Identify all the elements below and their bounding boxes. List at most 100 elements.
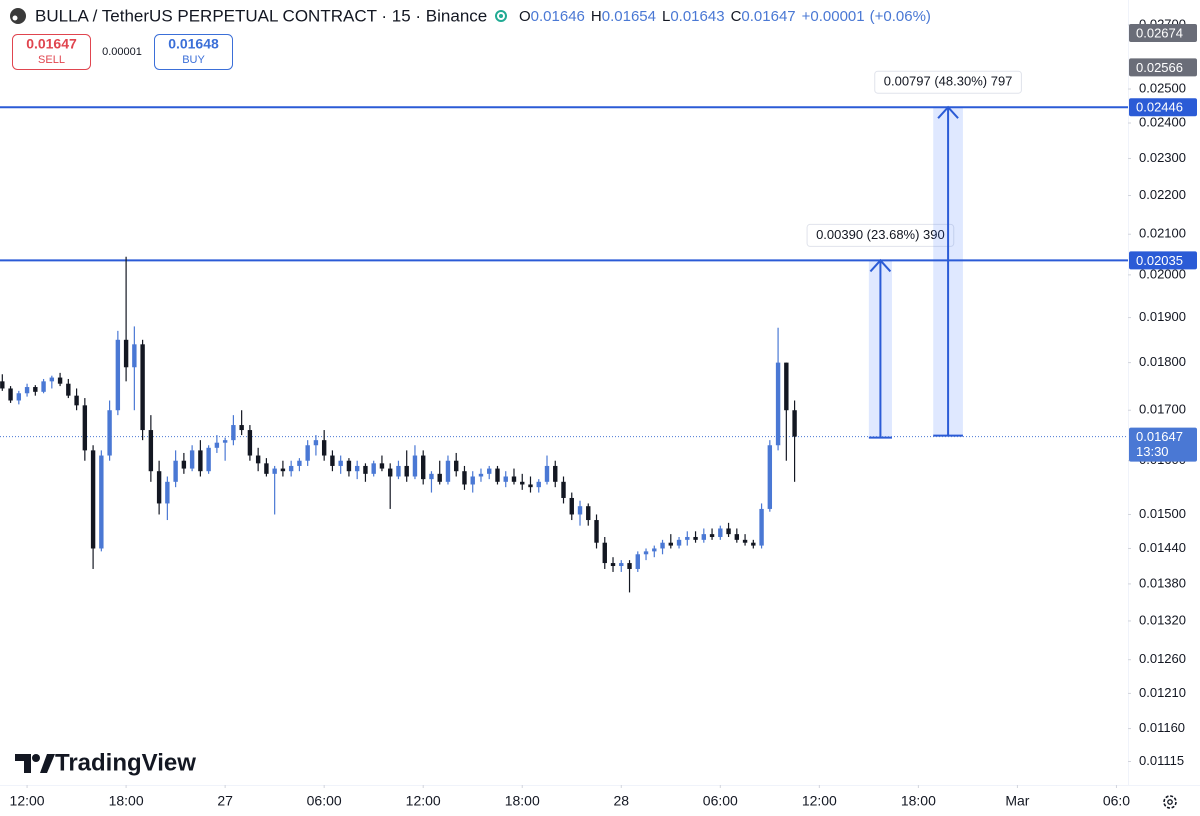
candle-body: [41, 381, 46, 392]
symbol-title[interactable]: BULLA / TetherUS PERPETUAL CONTRACT · 15…: [35, 6, 487, 25]
y-tick-label: 0.02300: [1139, 150, 1186, 165]
sell-button[interactable]: [12, 34, 91, 70]
last-price-label: 0.01647: [1136, 429, 1183, 444]
candle-body: [668, 542, 673, 546]
y-tick-label: 0.01210: [1139, 685, 1186, 700]
y-tick-label: 0.01440: [1139, 540, 1186, 555]
candle-body: [288, 465, 294, 472]
candle-body: [247, 430, 253, 456]
candle-body: [272, 468, 277, 474]
candle-body: [82, 405, 88, 451]
close-value: 0.01647: [741, 8, 795, 25]
buy-button[interactable]: [154, 34, 233, 70]
axis-marker-label: 0.02674: [1136, 25, 1183, 40]
candle-body: [198, 450, 203, 472]
market-status: [495, 10, 507, 22]
open-label: O: [519, 8, 531, 25]
axis-marker-box: [1129, 23, 1197, 42]
candle-body: [652, 548, 657, 552]
candle-body: [709, 534, 715, 537]
x-tick-label: 06:0: [1103, 793, 1130, 809]
y-tick-label: 0.01160: [1139, 720, 1185, 735]
candle-body: [231, 425, 236, 441]
candle-body: [412, 455, 418, 477]
candle-body: [24, 387, 30, 394]
candle-body: [767, 445, 773, 509]
candle-body: [57, 377, 63, 384]
candle-body: [437, 473, 442, 482]
candle-body: [594, 520, 599, 543]
x-tick-label: 12:00: [802, 793, 837, 809]
candle-body: [421, 455, 426, 480]
x-tick-label: 18:00: [505, 793, 540, 809]
x-tick-label: 12:00: [406, 793, 441, 809]
candle-body: [544, 465, 550, 482]
line-price-label: 0.02446: [1136, 100, 1183, 115]
candle-body: [742, 539, 748, 543]
candle-body: [726, 528, 731, 535]
candle-body: [503, 476, 508, 482]
candle-body: [734, 534, 740, 540]
candle-body: [429, 473, 434, 480]
candle-body: [222, 440, 228, 443]
candle-body: [520, 481, 525, 485]
candle-body: [569, 497, 574, 515]
candle-body: [759, 508, 764, 546]
candle-body: [264, 463, 269, 474]
candle-body: [156, 471, 162, 504]
candle-body: [371, 463, 376, 474]
change-percent: (+0.06%): [870, 8, 931, 25]
y-tick-label: 0.01115: [1139, 753, 1184, 768]
sell-label: SELL: [38, 54, 65, 66]
axis-marker-box: [1129, 58, 1197, 77]
candle-body: [16, 393, 22, 401]
candle-body: [511, 476, 517, 482]
candle-body: [478, 473, 484, 477]
y-tick-label: 0.01800: [1139, 354, 1186, 369]
candle-body: [148, 430, 154, 472]
candle-body: [792, 410, 797, 437]
candle-body: [189, 450, 195, 469]
candle-body: [206, 447, 211, 472]
candle-body: [561, 481, 566, 498]
candle-body: [660, 542, 665, 549]
y-tick-label: 0.02000: [1139, 266, 1186, 281]
last-price-box: [1129, 427, 1197, 462]
candle-body: [305, 445, 310, 461]
x-tick-label: 27: [217, 793, 233, 809]
candle-body: [280, 468, 286, 472]
candle-body: [610, 563, 616, 567]
candle-body: [462, 471, 467, 485]
measure-label: 0.00797 (48.30%) 797: [884, 74, 1013, 89]
high-label: H: [591, 8, 602, 25]
candle-body: [132, 344, 137, 368]
candle-body: [66, 383, 71, 396]
change-value: +0.00001: [802, 8, 865, 25]
y-tick-label: 0.02100: [1139, 226, 1186, 241]
candle-body: [49, 377, 55, 382]
low-label: L: [662, 8, 670, 25]
candle-body: [123, 339, 129, 368]
candle-body: [338, 460, 343, 466]
x-tick-label: 06:00: [703, 793, 738, 809]
candle-body: [586, 506, 591, 521]
y-tick-label: 0.01260: [1139, 651, 1186, 666]
buy-label: BUY: [182, 54, 205, 66]
candle-body: [536, 481, 541, 488]
y-tick-label: 0.01380: [1139, 575, 1186, 590]
candle-body: [495, 468, 500, 482]
y-tick-label: 0.01700: [1139, 402, 1186, 417]
candle-body: [627, 563, 632, 569]
candle-body: [297, 460, 302, 466]
settings-icon[interactable]: [1163, 795, 1177, 809]
close-label: C: [731, 8, 742, 25]
market-status-dot: [499, 14, 503, 18]
candle-body: [470, 476, 475, 485]
candle-body: [379, 463, 385, 469]
high-value: 0.01654: [602, 8, 656, 25]
candle-body: [685, 536, 690, 540]
candle-body: [181, 460, 187, 469]
